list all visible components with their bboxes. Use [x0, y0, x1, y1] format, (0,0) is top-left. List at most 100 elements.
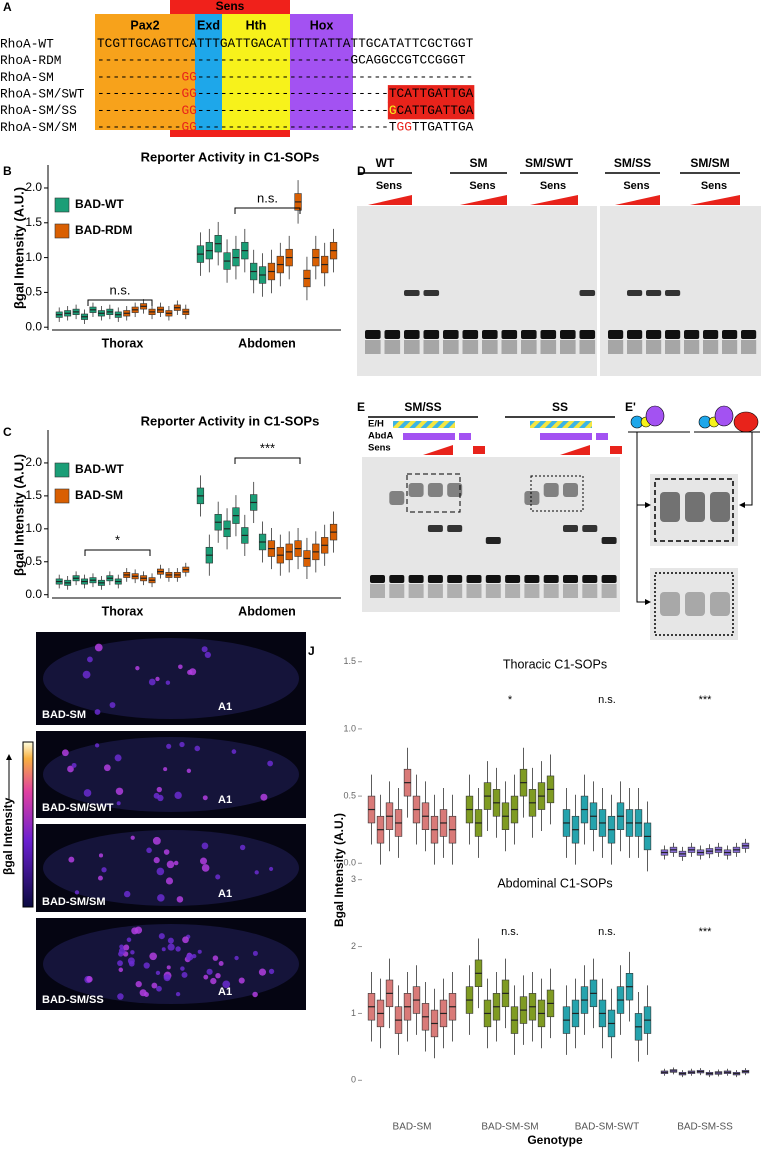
- segment-label: A1: [218, 794, 232, 806]
- cell-signal: [74, 890, 80, 895]
- gel-band: [462, 330, 479, 339]
- domain-box: [195, 14, 222, 130]
- cell-signal: [115, 787, 124, 796]
- panel-label: J: [308, 644, 315, 658]
- hox: [714, 405, 734, 427]
- cell-signal: [152, 836, 161, 845]
- cell-signal: [234, 955, 239, 961]
- gel-band: [427, 483, 443, 497]
- highlight: [387, 101, 398, 120]
- chart-title: Reporter Activity in C1-SOPs: [141, 413, 320, 428]
- y-tick-label: 0.5: [25, 554, 42, 568]
- row-name: RhoA-RDM: [0, 53, 61, 68]
- sequence-part: TCGTTGCAGTTCATTTGATTGACATTTTTATTATTGCATA…: [97, 36, 474, 51]
- cell-signal: [130, 835, 135, 840]
- segment-label: A1: [218, 986, 232, 998]
- legend-swatch: [54, 197, 70, 213]
- cell-signal: [201, 864, 210, 872]
- x-axis-label: Genotype: [527, 1133, 583, 1147]
- cell-signal: [201, 646, 208, 653]
- gel-band: [423, 290, 440, 296]
- x-tick-label: Thorax: [102, 604, 144, 618]
- significance-bracket: [234, 207, 301, 214]
- cell-signal: [123, 890, 131, 898]
- sequence-part: GG: [397, 120, 412, 135]
- cell-signal: [180, 966, 185, 971]
- highlight: [387, 85, 475, 103]
- panel-label: C: [3, 425, 12, 439]
- cell-signal: [157, 794, 164, 802]
- gradient-triangle: [690, 195, 740, 205]
- sequence-part: -------------------------: [197, 103, 389, 118]
- sequence-part: TCATTGATTGA: [389, 86, 474, 101]
- cell-signal: [254, 870, 259, 875]
- gel-band: [505, 575, 521, 583]
- protein-label: AbdA: [368, 431, 393, 442]
- cell-signal: [94, 709, 101, 715]
- row-name: RhoA-SM/SWT: [0, 86, 85, 101]
- gel-band: [427, 525, 443, 532]
- cell-signal: [179, 741, 185, 748]
- cell-signal: [83, 789, 92, 797]
- gel-smear: [627, 340, 643, 354]
- gel-band: [389, 575, 405, 583]
- panel-label: E': [625, 400, 636, 414]
- cell-signal: [174, 791, 182, 800]
- highlight-box: [530, 475, 584, 512]
- chart-title: Thoracic C1-SOPs: [503, 657, 607, 671]
- protein-label: Sens: [368, 443, 391, 454]
- gel-band: [563, 575, 578, 583]
- cell-signal: [158, 933, 165, 940]
- gel-band: [384, 330, 401, 339]
- sequence-part: CATTGATTGA: [397, 103, 474, 118]
- sequence: -----------GG-------------------------TC…: [97, 86, 474, 101]
- row-name: RhoA-WT: [0, 36, 54, 51]
- genotype-label: BAD-SM/SM: [42, 896, 106, 908]
- genotype-label: BAD-SM: [42, 709, 86, 721]
- gel-smear: [684, 340, 700, 354]
- cell-signal: [151, 982, 158, 989]
- cell-signal: [156, 867, 165, 876]
- cell-signal: [175, 991, 181, 997]
- sequence-part: ------------------------------------: [197, 70, 473, 85]
- gel-band: [482, 330, 498, 339]
- cell-signal: [61, 749, 69, 757]
- protein-label: Sens: [701, 180, 727, 192]
- cell-signal: [155, 676, 160, 682]
- y-tick-label: 2: [351, 941, 356, 951]
- gel-smear: [722, 340, 738, 354]
- legend-label: BAD-RDM: [75, 223, 132, 237]
- cell-signal: [212, 955, 219, 961]
- pointer: [739, 432, 753, 508]
- embryo: [43, 737, 299, 812]
- gel-band: [447, 525, 463, 532]
- gel-band: [365, 330, 381, 339]
- sequence-part: -------------------------: [197, 120, 389, 135]
- cell-signal: [203, 974, 209, 980]
- gel-band: [543, 483, 559, 497]
- construct-label: WT: [376, 156, 395, 170]
- gradient-triangle: [530, 195, 578, 205]
- protein-label: E/H: [368, 419, 384, 430]
- chart-title: Abdominal C1-SOPs: [497, 876, 612, 890]
- genotype-label: BAD-SM/SWT: [42, 802, 114, 814]
- gel-smear: [563, 584, 578, 598]
- gel-band: [563, 483, 578, 497]
- sequence-part: -------------------------: [197, 86, 389, 101]
- y-tick-label: 1.0: [25, 250, 42, 264]
- sens-site: [170, 0, 290, 14]
- gel-band: [521, 330, 537, 339]
- gel-smear: [646, 340, 662, 354]
- gel-smear: [703, 340, 719, 354]
- gel-smear: [524, 584, 540, 598]
- y-tick-label: 0: [351, 1075, 356, 1085]
- gel-band: [646, 290, 662, 296]
- construct-label: SM: [470, 156, 488, 170]
- sequence: -----------GG-------------------------TG…: [97, 120, 474, 135]
- gel-band: [423, 330, 440, 339]
- significance-label: n.s.: [257, 190, 278, 205]
- cell-signal: [189, 668, 197, 676]
- cell-signal: [156, 985, 162, 992]
- gel-band: [447, 483, 463, 497]
- significance-label: n.s.: [598, 926, 616, 938]
